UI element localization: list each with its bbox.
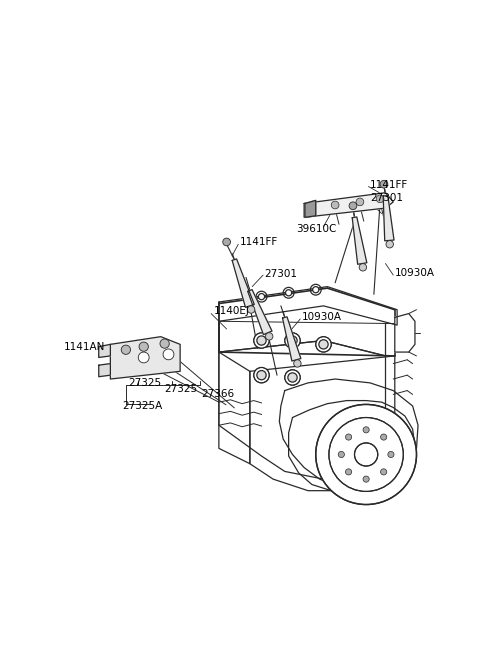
Text: 27366: 27366 xyxy=(201,390,234,400)
Circle shape xyxy=(316,337,331,352)
Circle shape xyxy=(257,336,266,345)
Circle shape xyxy=(294,359,301,367)
Text: 27301: 27301 xyxy=(370,193,403,203)
Polygon shape xyxy=(219,352,250,464)
Text: 1141AN: 1141AN xyxy=(64,342,105,352)
Circle shape xyxy=(138,352,149,363)
Text: 39610C: 39610C xyxy=(296,224,337,234)
Circle shape xyxy=(381,434,387,440)
Polygon shape xyxy=(250,356,395,491)
Circle shape xyxy=(349,202,357,210)
Circle shape xyxy=(380,180,388,188)
Polygon shape xyxy=(279,379,418,488)
Circle shape xyxy=(346,434,352,440)
Circle shape xyxy=(319,340,328,349)
Circle shape xyxy=(139,342,148,352)
Circle shape xyxy=(254,367,269,383)
Circle shape xyxy=(285,333,300,348)
Circle shape xyxy=(338,451,345,458)
Text: 1141FF: 1141FF xyxy=(240,237,278,247)
Circle shape xyxy=(163,349,174,359)
Text: 1141FF: 1141FF xyxy=(370,180,408,190)
Circle shape xyxy=(381,469,387,475)
Polygon shape xyxy=(395,314,415,352)
Circle shape xyxy=(331,201,339,209)
Text: 27325A: 27325A xyxy=(122,401,162,411)
Polygon shape xyxy=(288,401,415,493)
Circle shape xyxy=(363,476,369,482)
Polygon shape xyxy=(248,289,272,335)
Circle shape xyxy=(223,238,230,246)
Text: 27325: 27325 xyxy=(165,384,198,394)
Polygon shape xyxy=(232,259,254,307)
Circle shape xyxy=(329,417,403,491)
Circle shape xyxy=(359,264,367,271)
Circle shape xyxy=(355,443,378,466)
Polygon shape xyxy=(219,291,385,356)
Circle shape xyxy=(265,333,273,340)
Circle shape xyxy=(160,339,169,348)
Polygon shape xyxy=(304,193,393,217)
Circle shape xyxy=(258,293,264,300)
Polygon shape xyxy=(219,287,397,325)
Circle shape xyxy=(247,306,255,313)
Polygon shape xyxy=(219,306,385,479)
Circle shape xyxy=(388,451,394,458)
Circle shape xyxy=(363,427,369,433)
Text: 27325: 27325 xyxy=(128,378,161,388)
Circle shape xyxy=(376,195,384,203)
Circle shape xyxy=(316,405,417,504)
Polygon shape xyxy=(110,337,180,379)
Circle shape xyxy=(312,287,319,293)
Circle shape xyxy=(288,373,297,382)
Circle shape xyxy=(288,336,297,345)
Circle shape xyxy=(386,241,394,248)
Circle shape xyxy=(121,345,131,354)
Text: 27301: 27301 xyxy=(264,268,298,279)
Text: 1140EJ: 1140EJ xyxy=(214,306,249,316)
Circle shape xyxy=(254,333,269,348)
Polygon shape xyxy=(305,200,316,217)
Circle shape xyxy=(285,370,300,385)
Circle shape xyxy=(356,198,364,206)
Polygon shape xyxy=(99,344,110,358)
Polygon shape xyxy=(383,195,394,241)
Circle shape xyxy=(257,371,266,380)
Circle shape xyxy=(346,469,352,475)
Polygon shape xyxy=(352,217,367,264)
Text: 10930A: 10930A xyxy=(302,312,342,322)
Polygon shape xyxy=(283,317,301,361)
Text: 10930A: 10930A xyxy=(395,268,435,277)
Polygon shape xyxy=(99,363,110,377)
Circle shape xyxy=(286,290,292,296)
